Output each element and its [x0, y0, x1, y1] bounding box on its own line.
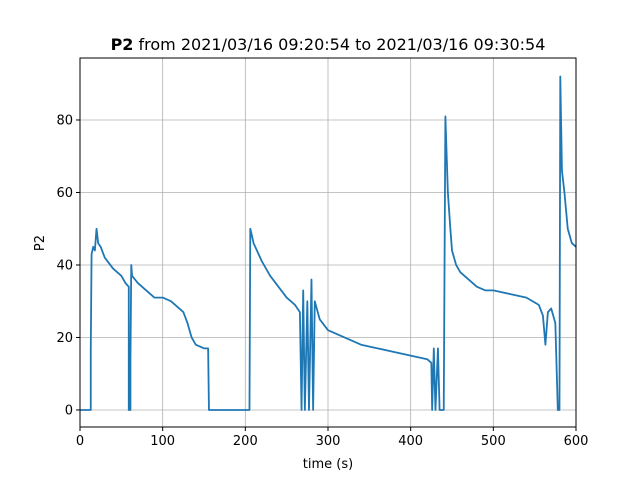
- y-axis-label: P2: [33, 235, 48, 251]
- x-tick-label: 100: [150, 434, 175, 449]
- y-tick-label: 40: [56, 258, 73, 273]
- y-tick-label: 80: [56, 113, 73, 128]
- axes-frame: [79, 57, 577, 428]
- x-axis-label: time (s): [303, 457, 353, 472]
- x-tick-label: 500: [481, 434, 506, 449]
- x-tick-label: 0: [76, 434, 84, 449]
- x-tick-label: 200: [233, 434, 258, 449]
- x-tick-label: 300: [316, 434, 341, 449]
- y-tick-label: 20: [56, 331, 73, 346]
- title-text: from 2021/03/16 09:20:54 to 2021/03/16 0…: [139, 35, 546, 54]
- data-line: [80, 75, 577, 411]
- y-tick-label: 60: [56, 186, 73, 201]
- title-bold: P2: [111, 35, 134, 54]
- chart-title: P2 from 2021/03/16 09:20:54 to 2021/03/1…: [111, 35, 546, 54]
- y-tick-label: 0: [65, 403, 73, 418]
- x-tick-label: 400: [398, 434, 423, 449]
- x-tick-label: 600: [564, 434, 589, 449]
